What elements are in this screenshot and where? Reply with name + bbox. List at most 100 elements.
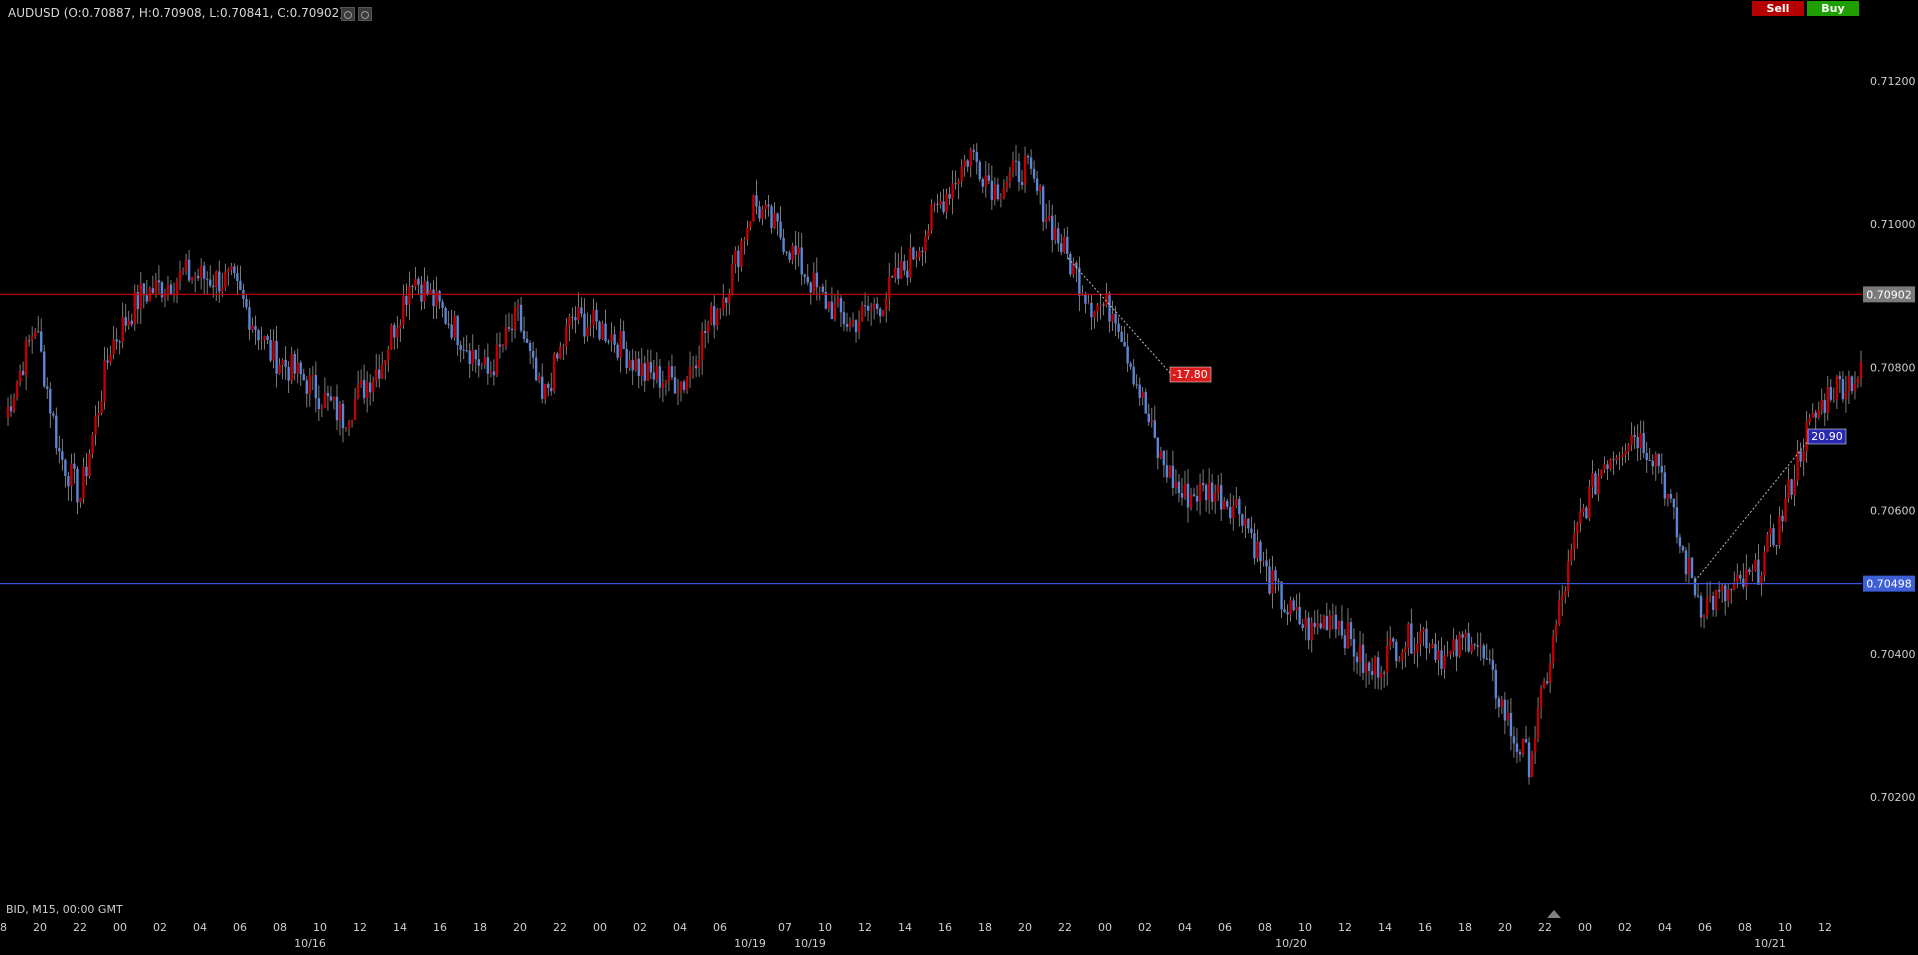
candle-body	[1235, 499, 1238, 506]
camera-icon[interactable]	[358, 7, 372, 21]
candle-body	[236, 273, 239, 281]
candle-body	[1044, 218, 1048, 222]
trendline-label: 20.90	[1811, 430, 1843, 443]
candle-body	[1216, 485, 1220, 493]
candle-body	[833, 303, 837, 320]
candle-body	[1723, 585, 1727, 602]
candle-body	[1446, 654, 1449, 656]
candle-body	[1017, 161, 1021, 182]
candle-body	[97, 413, 100, 416]
candle-body	[1292, 600, 1295, 611]
candle-body	[1186, 483, 1190, 508]
candle-body	[903, 261, 906, 271]
candle-body	[1331, 614, 1335, 616]
candle-body	[924, 236, 927, 252]
candle-body	[661, 382, 665, 388]
candle-body	[248, 307, 251, 330]
candle-body	[1745, 569, 1748, 587]
candle-body	[504, 327, 508, 346]
candle-body	[471, 349, 474, 364]
candle-body	[1093, 311, 1096, 318]
candle-body	[604, 323, 607, 342]
date-label: 10/16	[294, 937, 326, 950]
candle-body	[1570, 549, 1573, 561]
candle-body	[631, 360, 634, 371]
candle-body	[785, 251, 788, 253]
x-tick-label: 04	[1178, 921, 1192, 934]
candle-body	[1256, 541, 1259, 559]
candle-body	[127, 320, 130, 326]
candle-body	[1467, 632, 1470, 652]
candle-body	[1434, 643, 1437, 660]
candle-body	[1250, 528, 1253, 534]
candle-body	[1437, 650, 1440, 660]
candle-body	[1150, 420, 1153, 423]
candle-body	[906, 270, 909, 278]
candle-body	[311, 374, 315, 376]
candle-body	[700, 330, 704, 361]
candle-body	[1473, 644, 1476, 646]
candle-body	[800, 247, 803, 275]
candle-body	[1129, 363, 1132, 367]
candle-body	[1301, 624, 1304, 629]
candle-body	[713, 306, 716, 326]
candle-body	[193, 275, 197, 278]
candle-body	[888, 276, 891, 299]
candle-body	[746, 227, 749, 240]
candle-body	[616, 344, 619, 358]
candle-body	[417, 278, 420, 285]
x-tick-label: 16	[1418, 921, 1432, 934]
candle-body	[1226, 501, 1229, 507]
x-tick-label: 14	[1378, 921, 1392, 934]
candle-body	[453, 315, 456, 338]
candle-body	[1298, 607, 1301, 625]
candle-body	[1159, 450, 1163, 458]
candle-body	[172, 294, 176, 296]
candle-body	[909, 247, 912, 278]
sell-button[interactable]: Sell	[1752, 1, 1804, 16]
x-tick-label: 06	[233, 921, 247, 934]
candle-body	[1485, 658, 1488, 660]
candle-body	[709, 306, 713, 324]
candle-body	[1449, 651, 1452, 655]
candle-body	[269, 339, 272, 361]
candle-body	[1382, 672, 1386, 674]
candle-body	[1343, 635, 1347, 649]
settings-icon[interactable]	[341, 7, 355, 21]
candle-body	[806, 276, 809, 283]
date-label: 10/19	[794, 937, 826, 950]
candle-body	[1488, 659, 1491, 661]
buy-button[interactable]: Buy	[1807, 1, 1859, 16]
candle-body	[1054, 228, 1057, 241]
candle-body	[1138, 384, 1141, 398]
candle-body	[435, 291, 438, 307]
candle-body	[1026, 155, 1030, 158]
candle-body	[1663, 472, 1667, 499]
candle-body	[1229, 506, 1232, 519]
candle-body	[954, 183, 957, 185]
candle-body	[803, 274, 806, 277]
candle-body	[574, 317, 577, 321]
candle-body	[625, 349, 628, 369]
candle-body	[1639, 432, 1642, 449]
x-tick-label: 04	[1658, 921, 1672, 934]
candle-body	[438, 291, 441, 302]
candle-body	[749, 221, 752, 228]
candle-body	[869, 308, 873, 311]
candle-body	[697, 360, 701, 369]
candle-body	[722, 297, 725, 310]
candle-body	[658, 366, 662, 388]
candle-body	[1422, 628, 1425, 632]
candle-body	[743, 239, 746, 241]
price-line-label-bg	[1863, 575, 1915, 592]
candle-body	[752, 195, 755, 222]
candle-body	[1693, 578, 1697, 596]
candle-body	[1654, 454, 1657, 467]
candle-body	[1141, 391, 1144, 398]
x-tick-label: 02	[1618, 921, 1632, 934]
x-tick-label: 02	[633, 921, 647, 934]
candle-body	[1790, 479, 1793, 495]
candle-body	[522, 330, 526, 339]
